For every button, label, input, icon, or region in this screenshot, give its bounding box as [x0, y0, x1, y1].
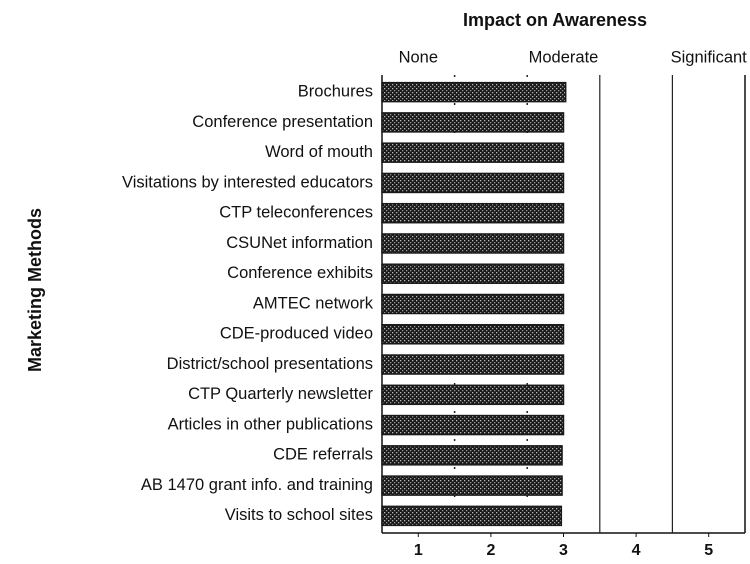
bar [381, 142, 565, 163]
y-tick-label: CSUNet information [226, 234, 373, 252]
top-tick-label: None [399, 48, 438, 66]
chart-title: Impact on Awareness [463, 10, 647, 30]
bar [381, 354, 565, 375]
y-tick-label: Visitations by interested educators [122, 173, 373, 191]
bar [381, 414, 565, 436]
y-tick-label: CDE referrals [273, 446, 373, 464]
bar [381, 81, 567, 103]
bar [381, 202, 565, 224]
y-tick-label: Articles in other publications [168, 415, 373, 433]
y-tick-label: Conference presentation [192, 113, 373, 131]
y-tick-label: AB 1470 grant info. and training [141, 476, 373, 494]
y-axis-title: Marketing Methods [25, 208, 45, 372]
x-tick-label: 1 [414, 542, 423, 559]
bar [381, 293, 565, 315]
x-tick-label: 4 [632, 542, 641, 559]
y-tick-label: AMTEC network [253, 294, 374, 312]
y-tick-label: Word of mouth [265, 143, 373, 161]
x-tick-label: 3 [559, 542, 568, 559]
y-tick-label: CDE-produced video [220, 325, 373, 343]
bar [381, 505, 563, 527]
bar [381, 475, 563, 496]
bar [381, 324, 565, 345]
bar [381, 445, 563, 466]
y-tick-label: CTP Quarterly newsletter [188, 385, 373, 403]
bar [381, 172, 565, 194]
y-tick-label: Conference exhibits [227, 264, 373, 282]
y-tick-label: Brochures [298, 82, 373, 100]
y-tick-label: CTP teleconferences [219, 204, 373, 222]
y-tick-label: District/school presentations [167, 355, 373, 373]
bar [381, 384, 565, 406]
bar [381, 233, 565, 254]
top-tick-label: Significant [671, 48, 748, 66]
bar [381, 263, 565, 284]
bar [381, 112, 565, 133]
y-tick-label: Visits to school sites [225, 506, 373, 524]
x-tick-label: 5 [704, 542, 713, 559]
top-tick-label: Moderate [529, 48, 599, 66]
x-tick-label: 2 [486, 542, 495, 559]
